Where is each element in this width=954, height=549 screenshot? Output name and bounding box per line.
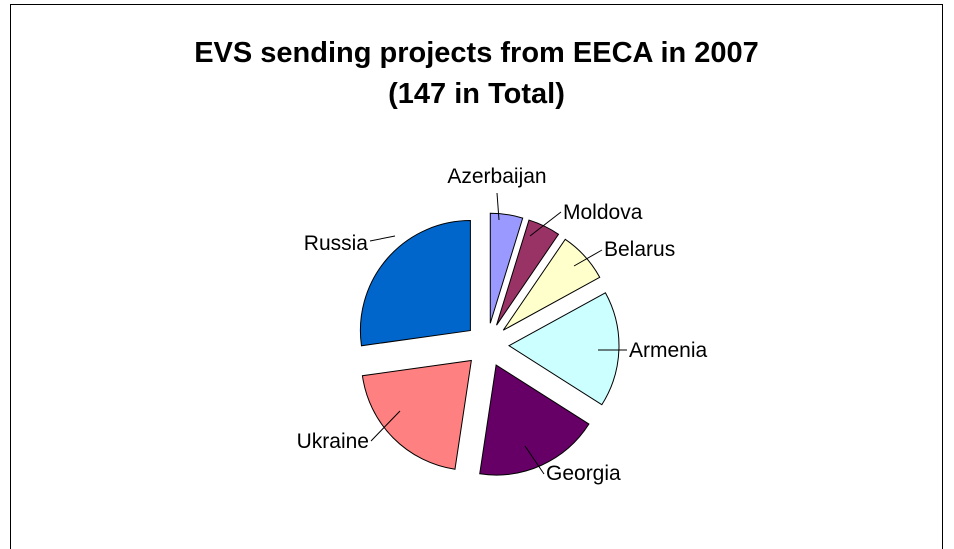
pie-slice-azerbaijan	[489, 212, 524, 324]
pie-slice-ukraine	[361, 359, 472, 470]
slice-label-armenia: Armenia	[629, 339, 708, 362]
pie-slice-moldova	[496, 219, 560, 326]
leader-line-belarus	[573, 249, 603, 267]
pie-slice-belarus	[502, 238, 601, 331]
chart-title: EVS sending projects from EECA in 2007 (…	[11, 33, 942, 115]
chart-title-line2: (147 in Total)	[388, 78, 565, 110]
pie-slice-russia	[359, 220, 471, 347]
pie-slice-georgia	[479, 364, 590, 476]
leader-line-azerbaijan	[496, 192, 500, 221]
slice-label-belarus: Belarus	[604, 238, 675, 261]
chart-area: EVS sending projects from EECA in 2007 (…	[10, 4, 943, 549]
slice-label-moldova: Moldova	[563, 201, 643, 224]
slice-label-azerbaijan: Azerbaijan	[447, 165, 546, 188]
slice-label-georgia: Georgia	[546, 462, 621, 485]
chart-title-line1: EVS sending projects from EECA in 2007	[194, 37, 759, 69]
leader-line-georgia	[524, 445, 545, 475]
leader-line-moldova	[529, 211, 562, 237]
pie-slice-armenia	[508, 292, 620, 406]
slice-label-ukraine: Ukraine	[297, 430, 369, 453]
slice-label-russia: Russia	[304, 232, 369, 255]
leader-line-russia	[369, 235, 396, 242]
leader-line-ukraine	[370, 410, 401, 442]
